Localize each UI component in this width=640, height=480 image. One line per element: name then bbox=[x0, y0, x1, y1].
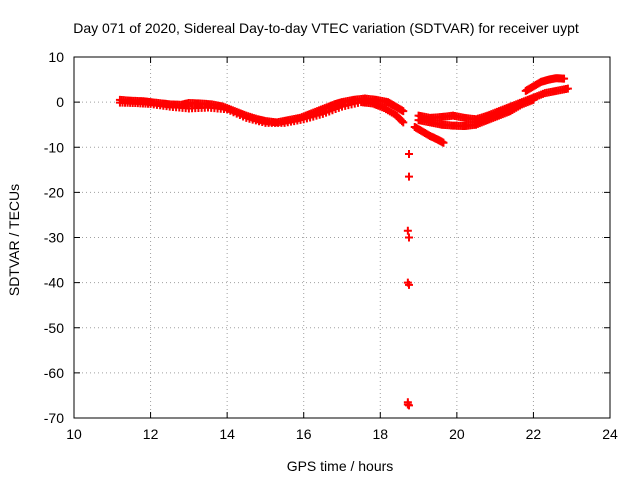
x-tick-label: 22 bbox=[526, 426, 542, 442]
data-points bbox=[115, 74, 572, 410]
data-point bbox=[399, 107, 408, 116]
data-point bbox=[403, 400, 412, 409]
y-tick-label: -50 bbox=[44, 320, 64, 336]
series-descending-segment bbox=[410, 122, 448, 147]
y-tick-label: -10 bbox=[44, 139, 64, 155]
x-tick-label: 12 bbox=[143, 426, 159, 442]
data-point bbox=[397, 117, 406, 126]
axis-ticks: 10 12 14 16 18 20 22 24 10 0 -10 -20 -30 -40 -50 -60 -70 bbox=[44, 49, 618, 442]
data-point bbox=[405, 150, 413, 159]
data-point bbox=[560, 74, 569, 83]
series-after-gap-lower bbox=[414, 95, 538, 131]
data-point bbox=[529, 95, 538, 104]
x-tick-label: 20 bbox=[449, 426, 465, 442]
data-point bbox=[405, 172, 413, 181]
grid-lines bbox=[74, 57, 610, 418]
data-point bbox=[399, 118, 408, 127]
data-point bbox=[403, 226, 412, 235]
data-point bbox=[563, 84, 572, 93]
y-axis-label: SDTVAR / TECUs bbox=[6, 184, 22, 296]
series-upper-branch bbox=[521, 74, 569, 95]
y-tick-label: 10 bbox=[48, 49, 64, 65]
y-tick-label: 0 bbox=[56, 94, 64, 110]
series-second-trace bbox=[115, 98, 408, 127]
y-tick-label: -70 bbox=[44, 410, 64, 426]
chart-title: Day 071 of 2020, Sidereal Day-to-day VTE… bbox=[73, 20, 579, 36]
x-tick-label: 16 bbox=[296, 426, 312, 442]
x-tick-label: 24 bbox=[602, 426, 618, 442]
data-point bbox=[405, 233, 413, 242]
y-tick-label: -40 bbox=[44, 275, 64, 291]
data-point bbox=[405, 280, 413, 289]
data-point bbox=[439, 138, 448, 147]
y-tick-label: -60 bbox=[44, 365, 64, 381]
x-tick-label: 10 bbox=[66, 426, 82, 442]
x-tick-label: 14 bbox=[219, 426, 235, 442]
y-tick-label: -20 bbox=[44, 184, 64, 200]
x-axis-label: GPS time / hours bbox=[287, 458, 394, 474]
series-outliers bbox=[403, 150, 413, 410]
x-tick-label: 18 bbox=[372, 426, 388, 442]
y-tick-label: -30 bbox=[44, 230, 64, 246]
